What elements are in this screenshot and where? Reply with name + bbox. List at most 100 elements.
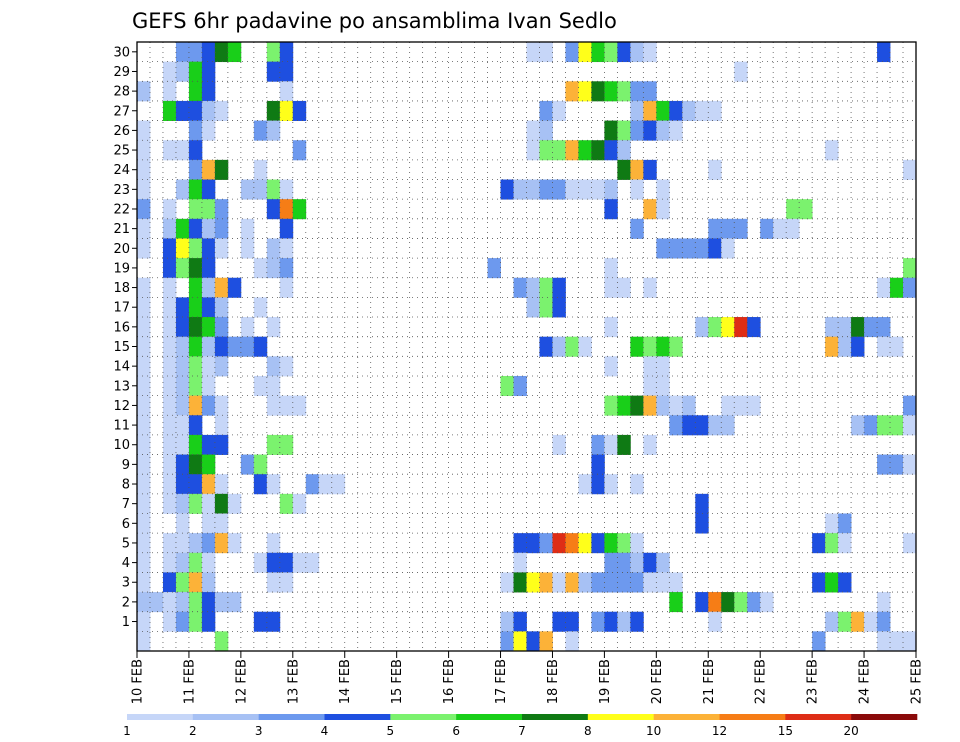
heatmap-cell xyxy=(137,317,151,338)
x-tick-label: 12 FEB xyxy=(234,659,249,704)
heatmap-cell xyxy=(539,100,553,121)
heatmap-cell xyxy=(266,434,294,455)
y-axis: 1234567891011121314151617181920212223242… xyxy=(113,45,137,630)
heatmap-cell xyxy=(162,572,177,593)
heatmap-cell xyxy=(253,120,268,141)
heatmap-cell xyxy=(838,513,852,534)
heatmap-cell xyxy=(539,631,553,652)
heatmap-cell xyxy=(201,375,216,397)
heatmap-cell xyxy=(877,415,904,436)
heatmap-cell xyxy=(214,631,229,652)
heatmap-cell xyxy=(513,572,527,593)
heatmap-cell xyxy=(201,474,216,495)
heatmap-cell xyxy=(643,100,657,121)
heatmap-cell xyxy=(604,42,618,63)
heatmap-cell xyxy=(162,61,177,82)
heatmap-cell xyxy=(539,336,553,357)
y-tick-label: 26 xyxy=(113,124,130,139)
heatmap-cell xyxy=(214,238,229,259)
colorbar-swatch xyxy=(785,714,852,720)
heatmap-cell xyxy=(175,474,203,495)
heatmap-cell xyxy=(630,100,644,121)
heatmap-cell xyxy=(604,434,618,455)
heatmap-cell xyxy=(539,277,553,298)
heatmap-cell xyxy=(812,631,826,652)
heatmap-cell xyxy=(253,258,268,279)
colorbar-swatch xyxy=(522,714,589,720)
heatmap-cell xyxy=(877,277,891,298)
heatmap-cell xyxy=(188,140,203,161)
heatmap-cell xyxy=(201,513,229,534)
heatmap-cell xyxy=(137,454,151,475)
heatmap-cell xyxy=(162,454,177,475)
heatmap-cell xyxy=(526,277,540,298)
heatmap-cell xyxy=(656,395,670,416)
heatmap-cell xyxy=(137,336,151,357)
heatmap-cell xyxy=(591,42,605,63)
heatmap-cell xyxy=(747,317,761,338)
heatmap-cell xyxy=(890,277,904,298)
heatmap-cell xyxy=(552,297,566,318)
heatmap-cell xyxy=(578,474,592,495)
heatmap-cell xyxy=(500,631,514,652)
heatmap-cell xyxy=(617,120,631,141)
heatmap-cell xyxy=(279,356,294,377)
y-tick-label: 18 xyxy=(113,281,130,296)
heatmap-cell xyxy=(266,317,281,338)
heatmap-cell xyxy=(240,454,255,475)
heatmap-cell xyxy=(201,572,216,593)
heatmap-cell xyxy=(201,179,216,200)
heatmap-cell xyxy=(617,611,631,632)
heatmap-cell xyxy=(643,572,657,593)
heatmap-cell xyxy=(721,317,735,338)
y-tick-label: 10 xyxy=(113,438,130,453)
heatmap-cell xyxy=(201,159,216,180)
heatmap-cell xyxy=(552,434,566,455)
heatmap-cell xyxy=(630,552,644,573)
heatmap-cell xyxy=(137,218,151,239)
y-tick-label: 8 xyxy=(122,478,130,493)
heatmap-cell xyxy=(201,592,216,613)
heatmap-cell xyxy=(201,493,216,514)
heatmap-cell xyxy=(669,395,683,416)
heatmap-cell xyxy=(201,61,216,82)
heatmap-cell xyxy=(162,415,190,436)
x-tick-label: 17 FEB xyxy=(494,659,509,704)
heatmap-cell xyxy=(877,454,904,475)
heatmap-cell xyxy=(162,297,177,318)
heatmap-cell xyxy=(175,100,203,121)
heatmap-cell xyxy=(630,395,644,416)
heatmap-cell xyxy=(604,356,618,377)
heatmap-cell xyxy=(201,238,216,259)
heatmap-cell xyxy=(188,592,203,613)
heatmap-cell xyxy=(214,395,229,416)
heatmap-cell xyxy=(513,277,527,298)
heatmap-cell xyxy=(188,415,203,436)
heatmap-cell xyxy=(305,474,320,495)
heatmap-cell xyxy=(903,533,917,554)
heatmap-cell xyxy=(266,61,294,82)
heatmap-cell xyxy=(630,474,644,495)
x-tick-label: 21 FEB xyxy=(702,659,717,704)
heatmap-cell xyxy=(734,61,748,82)
y-tick-label: 7 xyxy=(122,497,130,512)
heatmap-cell xyxy=(565,631,579,652)
colorbar-swatch xyxy=(192,714,259,720)
heatmap-cell xyxy=(656,238,709,259)
heatmap-cell xyxy=(214,336,229,357)
heatmap-cell xyxy=(877,592,891,613)
heatmap-cell xyxy=(162,218,177,239)
heatmap-cell xyxy=(201,611,216,632)
x-tick-label: 10 FEB xyxy=(131,659,146,704)
heatmap-cell xyxy=(565,336,579,357)
heatmap-cell xyxy=(643,336,657,357)
heatmap-cell xyxy=(188,159,203,180)
heatmap-cell xyxy=(175,297,190,318)
heatmap-cell xyxy=(851,317,865,338)
heatmap-cell xyxy=(214,218,229,239)
heatmap-cell xyxy=(552,100,566,121)
heatmap-cell xyxy=(188,120,203,141)
heatmap-cell xyxy=(643,434,657,455)
heatmap-cell xyxy=(137,572,151,593)
heatmap-cell xyxy=(137,179,151,200)
